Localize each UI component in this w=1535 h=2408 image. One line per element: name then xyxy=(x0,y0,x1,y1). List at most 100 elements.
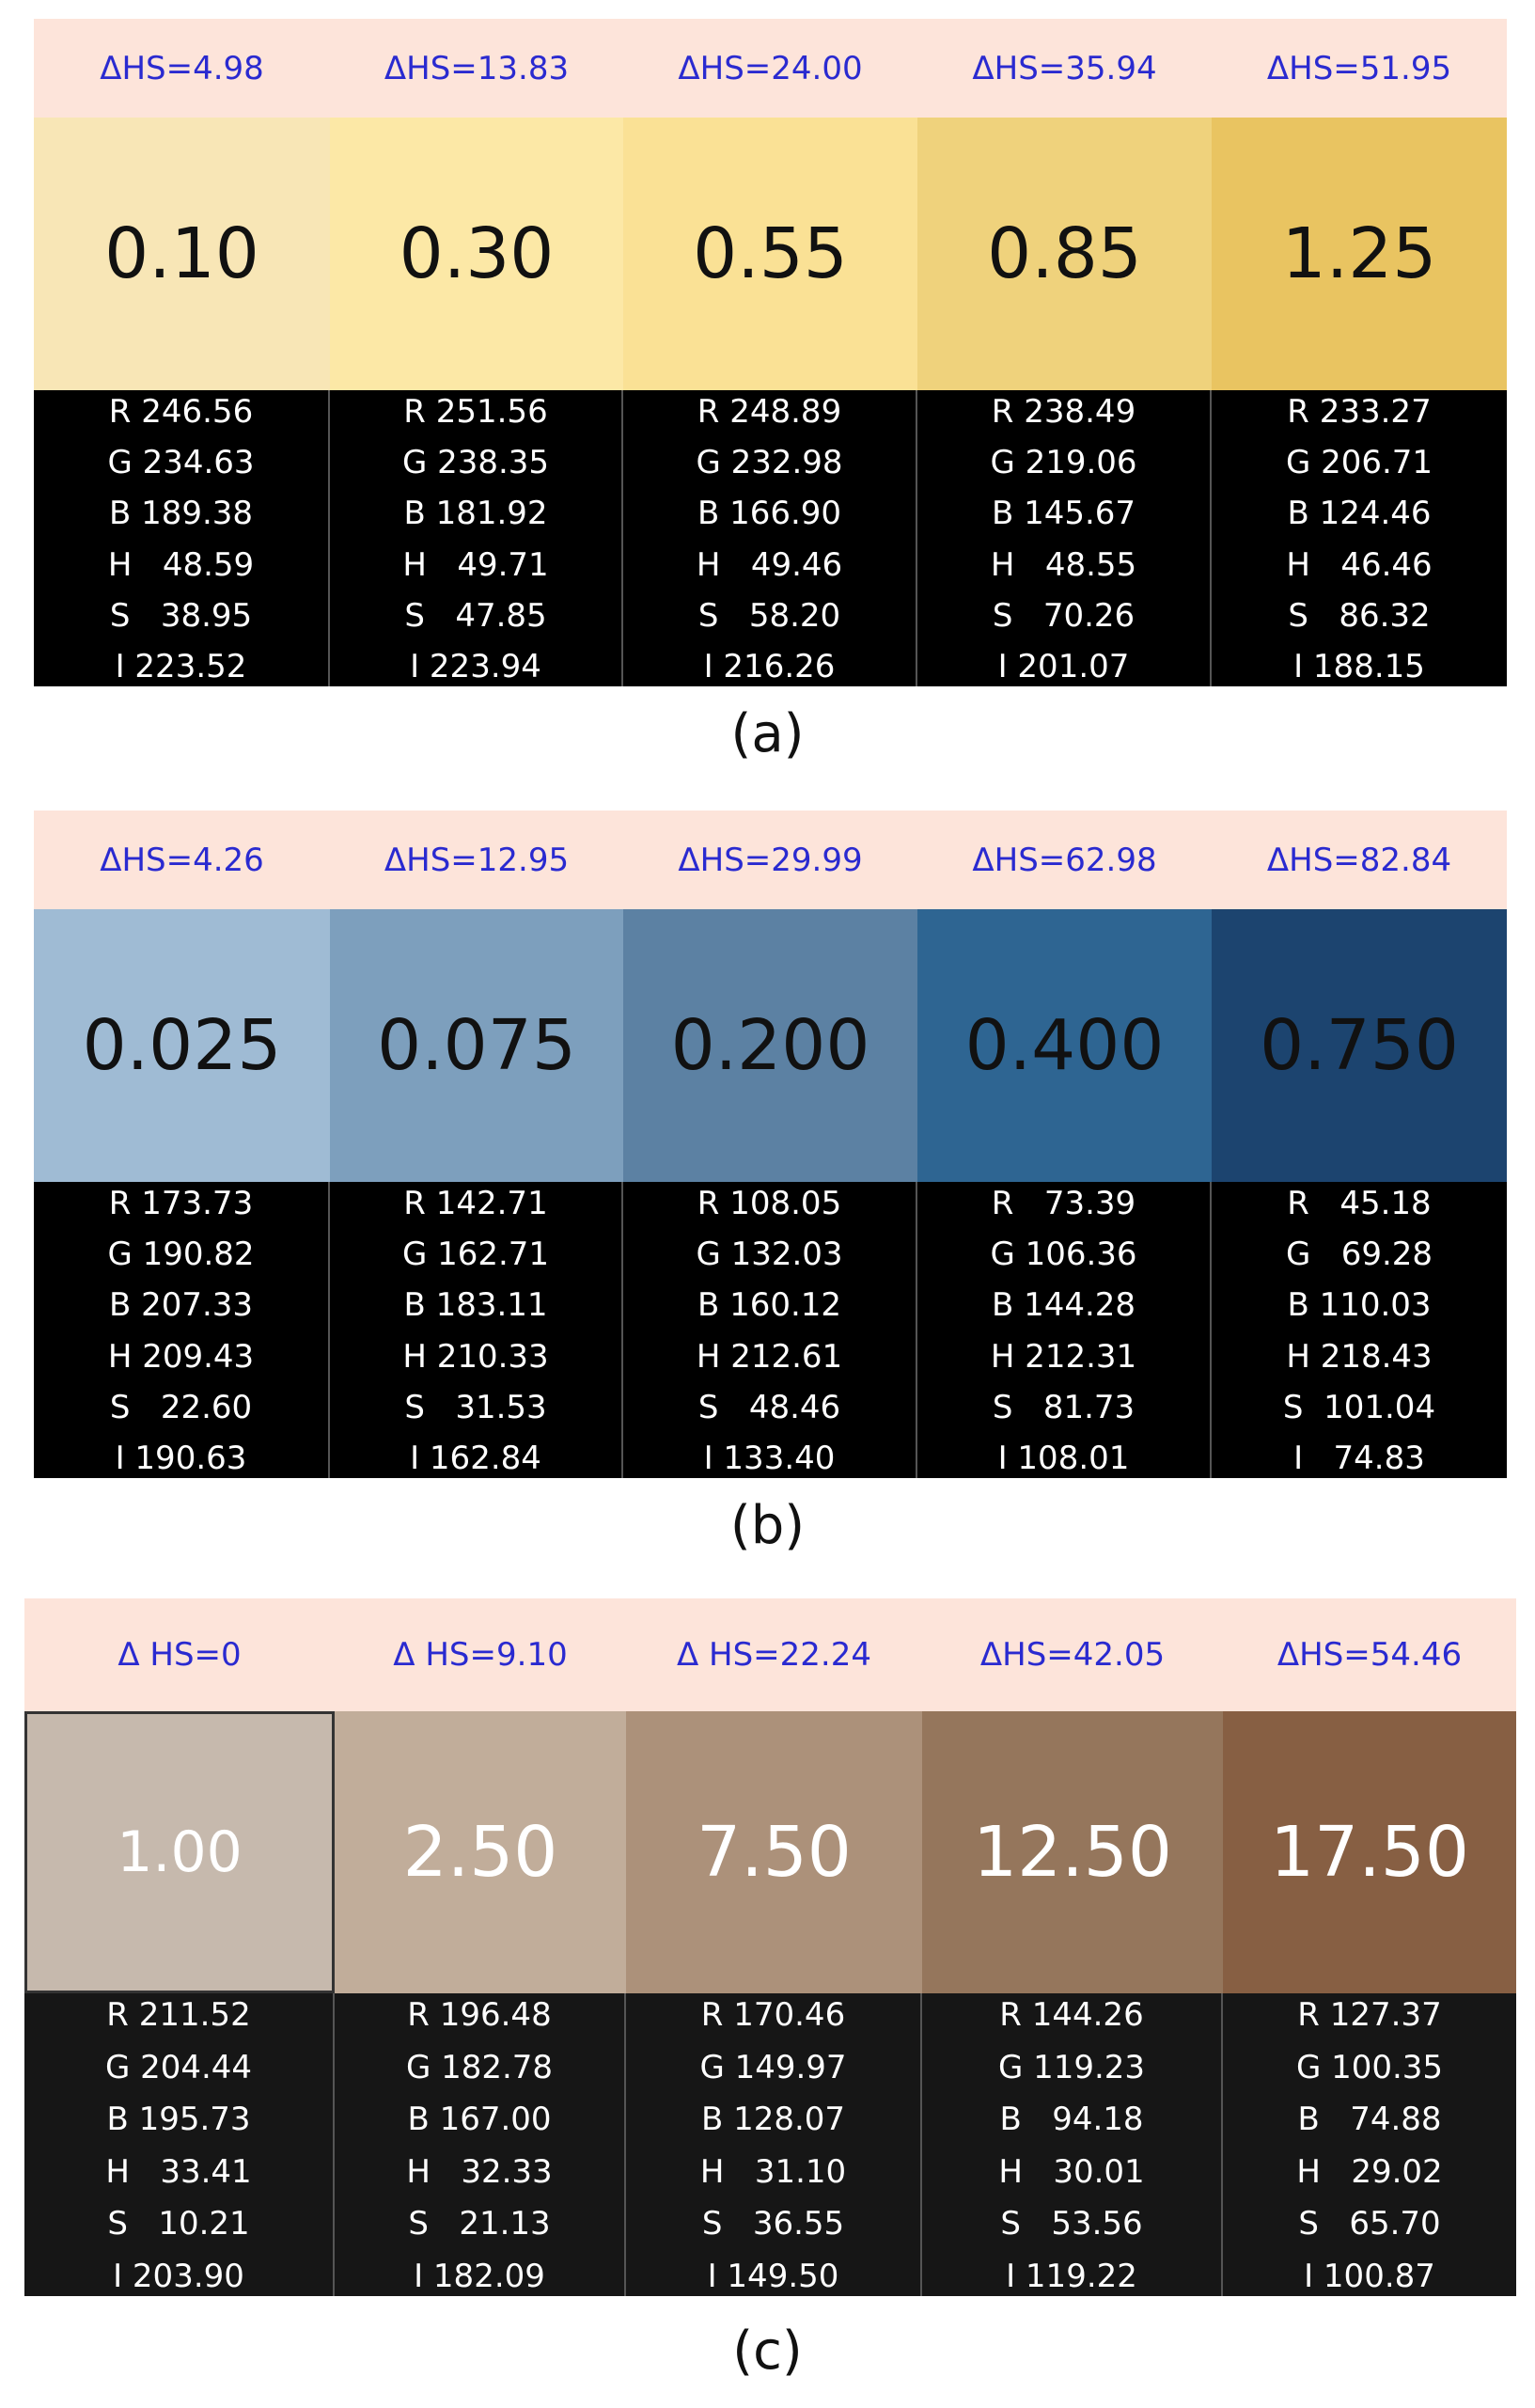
color-value-line: H 48.59 xyxy=(107,545,255,584)
color-value-line: I 223.94 xyxy=(410,647,541,685)
color-values-cell: R 45.18 G 69.28 B 110.03 H 218.43 S 101.04 I … xyxy=(1212,1182,1507,1478)
color-swatch: 1.00 xyxy=(24,1711,335,1993)
color-value-line: B 74.88 xyxy=(1297,2101,1442,2139)
color-value-line: S 21.13 xyxy=(408,2205,551,2243)
color-value-line: G 100.35 xyxy=(1295,2048,1444,2086)
color-value-line: R 73.39 xyxy=(991,1185,1136,1222)
hs-row: ΔHS=4.98 ΔHS=13.83 ΔHS=24.00 ΔHS=35.94 Δ… xyxy=(34,19,1507,118)
color-value-line: H 218.43 xyxy=(1286,1337,1433,1376)
color-value-line: B 128.07 xyxy=(700,2101,846,2139)
color-value-line: B 195.73 xyxy=(106,2101,251,2139)
delta-hs-label: ΔHS=24.00 xyxy=(678,49,863,87)
color-value-line: R 173.73 xyxy=(108,1185,254,1222)
concentration-value: 0.075 xyxy=(377,1005,576,1086)
color-value-line: G 190.82 xyxy=(107,1235,255,1274)
color-value-line: R 108.05 xyxy=(697,1185,842,1222)
panel-c: Δ HS=0 Δ HS=9.10 Δ HS=22.24 ΔHS=42.05 ΔH… xyxy=(24,1598,1516,2304)
color-value-line: I 100.87 xyxy=(1304,2257,1435,2295)
color-value-line: G 149.97 xyxy=(699,2048,847,2086)
color-value-line: R 251.56 xyxy=(403,393,548,431)
data-row: R 246.56 G 234.63 B 189.38 H 48.59 S 38.95 I … xyxy=(34,390,1507,686)
color-value-line: H 48.55 xyxy=(990,545,1137,584)
color-value-line: S 70.26 xyxy=(992,596,1136,635)
concentration-value: 2.50 xyxy=(402,1812,558,1893)
color-value-line: G 162.71 xyxy=(401,1235,550,1274)
delta-hs-label: ΔHS=62.98 xyxy=(972,841,1157,879)
color-value-line: H 49.46 xyxy=(696,545,843,584)
color-value-line: I 108.01 xyxy=(997,1439,1130,1477)
delta-hs-label: ΔHS=42.05 xyxy=(979,1636,1166,1674)
concentration-value: 0.85 xyxy=(987,213,1142,294)
color-value-line: I 216.26 xyxy=(703,647,836,685)
hs-row: Δ HS=0 Δ HS=9.10 Δ HS=22.24 ΔHS=42.05 ΔH… xyxy=(24,1598,1516,1711)
color-value-line: B 110.03 xyxy=(1287,1286,1432,1325)
color-swatch: 0.200 xyxy=(623,909,917,1182)
color-values-cell: R 238.49 G 219.06 B 145.67 H 48.55 S 70.26 I … xyxy=(917,390,1212,686)
color-values-cell: R 173.73 G 190.82 B 207.33 H 209.43 S 22.60 I… xyxy=(34,1182,330,1478)
color-swatch: 17.50 xyxy=(1223,1711,1516,1993)
color-swatch: 12.50 xyxy=(922,1711,1223,1993)
color-value-line: S 10.21 xyxy=(107,2205,250,2243)
swatch-row: 0.10 0.30 0.55 0.85 1.25 xyxy=(34,118,1507,390)
concentration-value: 1.25 xyxy=(1281,213,1437,294)
color-value-line: R 144.26 xyxy=(999,1996,1144,2034)
panel-a: ΔHS=4.98 ΔHS=13.83 ΔHS=24.00 ΔHS=35.94 Δ… xyxy=(34,19,1507,686)
color-value-line: B 181.92 xyxy=(403,495,548,533)
color-value-line: H 31.10 xyxy=(699,2152,847,2191)
concentration-value: 0.10 xyxy=(104,213,259,294)
delta-hs-label: Δ HS=0 xyxy=(117,1636,242,1674)
color-value-line: G 182.78 xyxy=(405,2048,554,2086)
color-value-line: I 182.09 xyxy=(414,2257,545,2295)
delta-hs-label: ΔHS=82.84 xyxy=(1266,841,1452,879)
color-value-line: I 188.15 xyxy=(1293,647,1425,685)
swatch-row: 0.025 0.075 0.200 0.400 0.750 xyxy=(34,909,1507,1182)
concentration-value: 1.00 xyxy=(117,1819,243,1885)
color-value-line: S 58.20 xyxy=(697,596,841,635)
color-value-line: H 212.61 xyxy=(696,1337,843,1376)
color-value-line: I 149.50 xyxy=(707,2257,839,2295)
delta-hs-label: ΔHS=4.26 xyxy=(100,841,264,879)
color-swatch: 0.55 xyxy=(623,118,917,390)
color-value-line: R 233.27 xyxy=(1287,393,1432,431)
color-values-cell: R 108.05 G 132.03 B 160.12 H 212.61 S 48.46 I… xyxy=(623,1182,917,1478)
caption-a: (a) xyxy=(730,703,805,764)
delta-hs-label: ΔHS=51.95 xyxy=(1266,49,1452,87)
color-value-line: H 32.33 xyxy=(406,2152,553,2191)
color-value-line: B 160.12 xyxy=(697,1286,842,1325)
color-value-line: H 209.43 xyxy=(107,1337,255,1376)
color-swatch: 0.85 xyxy=(917,118,1212,390)
color-value-line: R 211.52 xyxy=(106,1996,251,2034)
caption-c: (c) xyxy=(732,2321,803,2382)
color-value-line: H 46.46 xyxy=(1286,545,1433,584)
color-values-cell: R 248.89 G 232.98 B 166.90 H 49.46 S 58.20 I … xyxy=(623,390,917,686)
swatch-row: 1.00 2.50 7.50 12.50 17.50 xyxy=(24,1711,1516,1993)
color-value-line: I 190.63 xyxy=(115,1439,247,1477)
color-value-line: S 36.55 xyxy=(701,2205,845,2243)
color-value-line: B 124.46 xyxy=(1287,495,1432,533)
color-value-line: I 119.22 xyxy=(1006,2257,1137,2295)
color-value-line: S 38.95 xyxy=(109,596,253,635)
delta-hs-label: ΔHS=13.83 xyxy=(384,49,570,87)
color-swatch: 0.400 xyxy=(917,909,1212,1182)
color-value-line: B 183.11 xyxy=(403,1286,548,1325)
color-values-cell: R 170.46 G 149.97 B 128.07 H 31.10 S 36.55 I … xyxy=(626,1993,922,2296)
color-value-line: S 48.46 xyxy=(697,1388,841,1426)
color-value-line: S 31.53 xyxy=(404,1388,547,1426)
color-swatch: 2.50 xyxy=(335,1711,626,1993)
color-swatch: 7.50 xyxy=(626,1711,922,1993)
concentration-value: 0.30 xyxy=(399,213,555,294)
concentration-value: 0.025 xyxy=(82,1005,282,1086)
color-value-line: G 232.98 xyxy=(696,444,843,482)
data-row: R 211.52 G 204.44 B 195.73 H 33.41 S 10.21 I … xyxy=(24,1993,1516,2296)
color-value-line: G 204.44 xyxy=(104,2048,253,2086)
color-values-cell: R 142.71 G 162.71 B 183.11 H 210.33 S 31.53 I… xyxy=(330,1182,623,1478)
color-value-line: S 101.04 xyxy=(1282,1388,1436,1426)
color-value-line: G 206.71 xyxy=(1285,444,1433,482)
delta-hs-label: Δ HS=22.24 xyxy=(676,1636,872,1674)
color-value-line: G 234.63 xyxy=(107,444,255,482)
color-value-line: S 86.32 xyxy=(1288,596,1431,635)
color-values-cell: R 211.52 G 204.44 B 195.73 H 33.41 S 10.21 I … xyxy=(24,1993,335,2296)
color-value-line: G 106.36 xyxy=(990,1235,1137,1274)
concentration-value: 12.50 xyxy=(973,1812,1172,1893)
color-values-cell: R 127.37 G 100.35 B 74.88 H 29.02 S 65.70 I 1… xyxy=(1223,1993,1516,2296)
